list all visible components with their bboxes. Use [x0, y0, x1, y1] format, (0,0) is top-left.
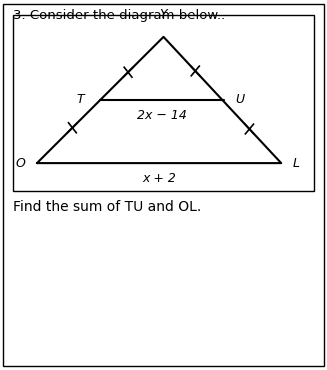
Text: L: L — [292, 157, 300, 169]
Text: 2x − 14: 2x − 14 — [137, 109, 187, 122]
Text: T: T — [77, 94, 84, 107]
Text: Find the sum of TU and OL.: Find the sum of TU and OL. — [13, 200, 201, 214]
Text: U: U — [236, 94, 245, 107]
Text: Y: Y — [160, 8, 167, 21]
Text: x + 2: x + 2 — [142, 172, 176, 185]
Text: 3. Consider the diagram below..: 3. Consider the diagram below.. — [13, 9, 225, 22]
Text: O: O — [16, 157, 26, 169]
